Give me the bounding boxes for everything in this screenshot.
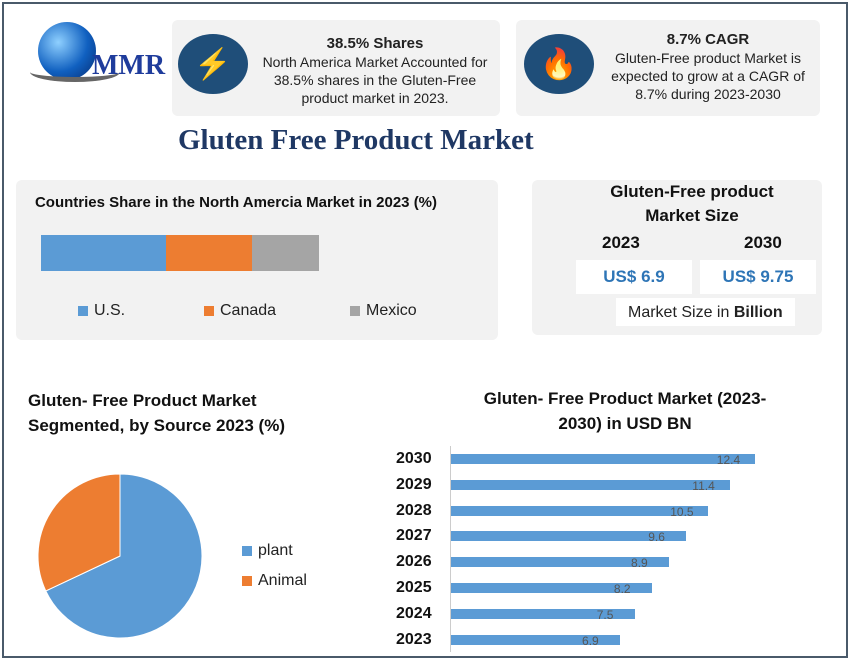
y-tick-label: 2023 [396,630,432,648]
bar-2026 [451,557,670,568]
legend-swatch [204,306,214,316]
legend-item: Mexico [350,302,417,320]
shares-text: North America Market Accounted for 38.5%… [262,54,488,106]
legend-swatch [242,546,252,556]
data-label: 8.9 [631,556,648,571]
bar-2030 [451,454,755,464]
bar-2024 [451,608,635,619]
legend-item: Canada [204,302,276,320]
size-title: Gluten-Free product Market Size [610,182,774,225]
stacked-segment-mexico [252,235,319,271]
size-note: Market Size in Billion [616,298,795,326]
y-tick-label: 2024 [396,604,432,622]
growth-title: Gluten- Free Product Market (2023-2030) … [483,389,767,433]
data-label: 11.4 [692,478,715,493]
data-label: 10.5 [670,504,694,519]
y-axis-line [450,446,451,652]
legend-label: plant [258,542,293,559]
size-value-2023: US$ 6.9 [576,260,692,294]
shares-title: 38.5% Shares [326,35,424,52]
data-label: 6.9 [582,633,599,648]
pie-slice-animal [37,473,121,592]
y-tick-label: 2025 [396,579,432,596]
countries-title: Countries Share in the North Amercia Mar… [34,194,438,211]
data-label: 12.4 [716,453,741,467]
bar-2025 [451,583,652,593]
legend-item: U.S. [78,302,125,320]
legend-label: Animal [258,572,307,589]
cagr-card: 🔥 8.7% CAGR Gluten-Free product Market is… [516,20,820,116]
stacked-segment-us [41,235,167,271]
lightning-icon: ⚡ [178,34,248,94]
data-label: 9.6 [648,530,665,545]
size-value-2030: US$ 9.75 [700,260,816,294]
flame-icon: 🔥 [524,34,594,94]
pie-legend-item: plant [242,542,293,560]
y-tick-label: 2028 [396,501,432,519]
size-year-2030: 2030 [744,233,782,252]
shares-card: ⚡ 38.5% Shares North America Market Accou… [172,20,500,116]
bar-2029 [451,479,731,490]
legend-label: Mexico [366,302,417,319]
y-tick-label: 2026 [396,553,432,571]
source-title: Gluten- Free Product Market Segmented, b… [28,391,285,435]
y-tick-label: 2030 [396,450,432,467]
market-size-card: Gluten-Free product Market Size 2023 203… [532,180,822,335]
bar-2023 [451,634,621,645]
legend-label: U.S. [94,302,126,319]
legend-swatch [350,306,360,316]
stacked-segment-canada [166,235,253,271]
legend-swatch [242,576,252,586]
bar-2027 [451,531,687,542]
cagr-title: 8.7% CAGR [666,31,750,48]
mmr-logo: MMR [30,22,175,92]
pie-legend-item: Animal [242,572,307,590]
legend-swatch [78,306,88,316]
legend-label: Canada [220,302,277,319]
countries-share-card: Countries Share in the North Amercia Mar… [16,180,498,340]
source-pie-chart [37,473,203,639]
page-title: Gluten Free Product Market [178,124,534,156]
y-tick-label: 2029 [396,475,432,493]
size-year-2023: 2023 [602,233,640,252]
bar-2028 [451,505,709,516]
data-label: 7.5 [596,607,614,622]
data-label: 8.2 [613,582,631,596]
logo-text: MMR [92,50,166,81]
cagr-text: Gluten-Free product Market is expected t… [611,50,805,102]
y-tick-label: 2027 [396,527,432,545]
pie-slice-plant [45,473,203,639]
